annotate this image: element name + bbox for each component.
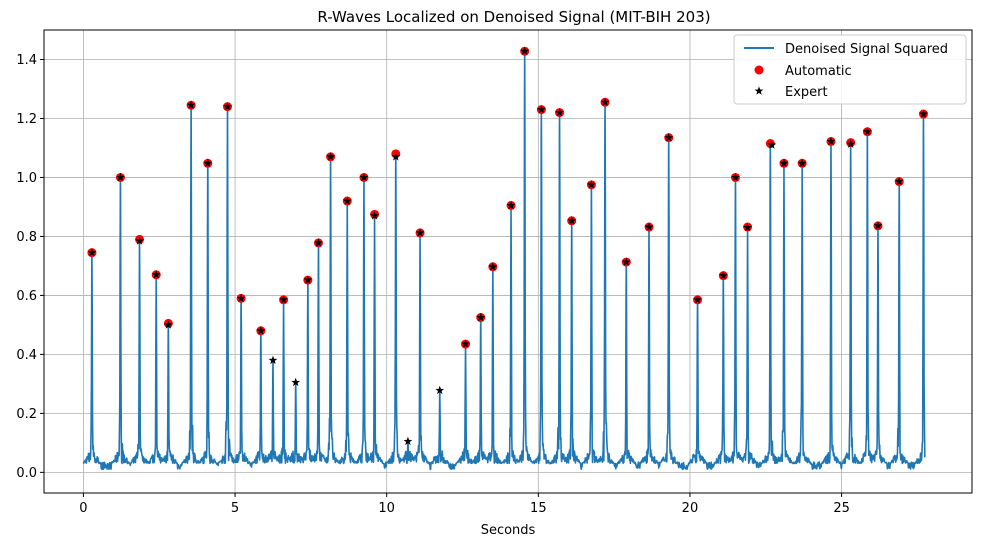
legend-box	[733, 34, 967, 105]
plot-area	[82, 46, 928, 471]
expert-marker	[391, 152, 401, 161]
expert-marker	[826, 136, 836, 146]
expert-marker	[600, 97, 610, 106]
x-axis-label: Seconds	[481, 523, 536, 538]
expert-marker	[919, 109, 928, 118]
expert-marker	[567, 216, 577, 225]
expert-marker	[135, 236, 144, 245]
expert-marker	[163, 320, 173, 329]
legend-star-marker	[754, 86, 764, 95]
expert-marker	[536, 105, 546, 114]
y-tick-label: 0.6	[16, 289, 37, 304]
expert-marker	[256, 326, 266, 335]
expert-marker	[268, 355, 278, 365]
expert-marker	[743, 222, 752, 232]
y-tick-label: 0.4	[16, 348, 37, 363]
expert-marker	[779, 158, 789, 168]
expert-marker	[488, 262, 498, 271]
expert-marker	[415, 228, 425, 237]
expert-marker	[186, 100, 196, 109]
expert-marker	[555, 107, 564, 117]
expert-marker	[223, 102, 232, 111]
expert-marker	[846, 139, 856, 148]
legend-label-expert: Expert	[785, 85, 828, 100]
expert-marker	[87, 248, 97, 257]
ticks: 0 5 10 15 20 25 0.0 0.2 0.4 0.6 0.8 1.0 1.2 1.4	[16, 53, 850, 516]
expert-marker	[370, 211, 379, 220]
expert-marker	[797, 158, 807, 168]
y-tick-label: 1.2	[16, 112, 37, 127]
expert-marker	[236, 293, 246, 303]
expert-marker	[894, 176, 904, 186]
legend: Denoised Signal Squared Automatic Expert	[733, 34, 967, 105]
expert-marker	[403, 436, 413, 446]
x-tick-label: 10	[378, 501, 395, 516]
axes-frame	[43, 29, 973, 494]
expert-marker	[873, 221, 883, 230]
expert-marker	[520, 46, 530, 55]
expert-marker	[435, 385, 445, 395]
x-tick-label: 0	[79, 501, 87, 516]
expert-marker	[326, 152, 335, 161]
expert-marker	[116, 172, 125, 182]
expert-marker	[461, 339, 470, 348]
expert-marker	[621, 257, 631, 266]
expert-marker	[303, 275, 313, 284]
expert-marker	[314, 238, 323, 247]
chart-title: R-Waves Localized on Denoised Signal (MI…	[317, 8, 710, 26]
expert-marker	[863, 127, 872, 136]
legend-label-signal: Denoised Signal Squared	[785, 42, 948, 57]
y-tick-label: 0.0	[16, 466, 37, 481]
x-tick-label: 20	[682, 501, 699, 516]
expert-marker	[203, 158, 213, 168]
expert-marker	[767, 140, 777, 149]
expert-marker	[291, 377, 301, 387]
expert-marker	[693, 295, 702, 304]
y-tick-label: 1.0	[16, 171, 37, 186]
expert-marker	[731, 172, 740, 182]
signal-line	[82, 50, 926, 471]
x-tick-label: 5	[231, 501, 239, 516]
expert-marker	[506, 200, 516, 210]
x-tick-label: 25	[833, 501, 850, 516]
expert-marker	[644, 222, 654, 231]
y-tick-label: 0.2	[16, 407, 37, 422]
y-tick-label: 1.4	[16, 53, 37, 68]
y-tick-label: 0.8	[16, 230, 37, 245]
x-tick-label: 15	[530, 501, 547, 516]
legend-label-automatic: Automatic	[785, 64, 852, 79]
expert-marker	[664, 133, 674, 142]
expert-marker	[718, 271, 728, 280]
legend-circle-marker	[754, 65, 764, 75]
expert-marker	[359, 172, 369, 182]
expert-marker	[151, 270, 161, 279]
expert-marker	[587, 180, 596, 189]
expert-marker	[342, 196, 352, 205]
expert-marker	[476, 312, 486, 322]
expert-marker	[279, 295, 288, 304]
